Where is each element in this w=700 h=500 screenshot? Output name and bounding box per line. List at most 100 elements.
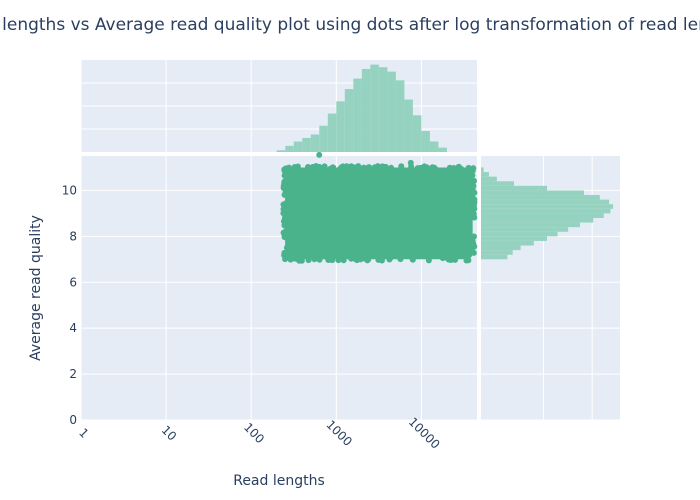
scatter-point [335,257,342,264]
x-histogram-bar [276,150,286,152]
y-histogram-bar [481,236,548,241]
x-histogram-bar [344,89,354,152]
y-histogram-bar [481,199,610,205]
y-axis-label: Average read quality [28,215,44,361]
x-histogram-bar [370,64,379,152]
scatter-point [288,254,295,261]
scatter-point [470,177,477,184]
scatter-point [465,257,472,264]
scatter-point [417,164,424,171]
scatter-point [409,256,416,263]
x-histogram-bar [361,68,371,152]
scatter-point [281,191,288,198]
y-histogram-bar [481,167,484,173]
x-histogram-bar [378,67,388,152]
y-histogram-bar [481,227,569,232]
x-histogram-bar [412,115,422,152]
y-histogram-bar [481,250,513,255]
scatter-point [397,256,404,263]
y-tick-label: 8 [69,229,77,243]
scatter-point [329,164,336,171]
x-histogram-bar [421,131,430,152]
scatter-point [283,244,290,251]
y-histogram-bar [481,231,558,237]
y-tick-label: 6 [69,275,77,289]
x-histogram-bar [387,71,396,152]
x-histogram-bar [336,101,345,152]
y-histogram-bar [481,195,600,200]
x-axis-label: Read lengths [233,473,325,489]
scatter-point [407,159,414,166]
scatter-point [444,254,451,261]
scatter-point [469,172,476,179]
y-histogram-bar [481,222,581,228]
x-histogram-bar [353,78,362,152]
scatter-point [352,165,359,172]
scatter-point [304,163,311,170]
scatter-point [284,165,291,172]
y-histogram-bar [481,213,604,218]
y-histogram-bar [481,181,515,186]
x-histogram-bar [395,80,405,152]
scatter-point [282,212,289,219]
y-histogram-bar [481,176,497,182]
y-tick-label: 4 [69,321,77,335]
x-histogram-bar [293,141,303,152]
scatter-point [292,192,299,199]
x-histogram-bar [438,147,447,152]
y-histogram-bar [481,172,489,177]
y-histogram-bar [481,254,508,260]
x-histogram-bar [285,145,294,152]
y-tick-label: 0 [69,413,77,427]
y-tick-label: 10 [62,183,77,197]
scatter-point [280,206,287,213]
x-histogram-bar [327,113,337,152]
y-tick-label: 2 [69,367,77,381]
scatter-point [282,200,289,207]
y-histogram-bar [481,208,611,214]
x-histogram-bar [302,138,311,152]
scatter-point [309,163,316,170]
scatter-point [329,257,336,264]
scatter-point [433,166,440,173]
scatter-point [471,196,478,203]
scatter-point [386,256,393,263]
scatter-point [353,257,360,264]
scatter-point [282,251,289,258]
y-histogram-bar [481,185,548,191]
chart-title: Read lengths vs Average read quality plo… [0,15,700,35]
y-axis-ticks: 0 2 4 6 8 10 [62,183,77,427]
scatter-point [452,173,459,180]
marginal-x-histogram [276,64,447,152]
scatter-point [340,257,347,264]
scatter-point [348,163,355,170]
marginal-y-histogram [481,167,614,260]
y-histogram-bar [481,217,594,223]
scatter-point [470,210,477,217]
scatter-point [282,228,289,235]
scatter-point [321,163,328,170]
scatter-point [469,237,476,244]
dense-point-cloud [285,167,473,260]
x-histogram-bar [404,99,413,152]
scatter-point [470,249,477,256]
scatter-point [340,163,347,170]
y-histogram-bar [481,240,534,246]
scatter-point [398,163,405,170]
scatter-point [388,164,395,171]
scatter-point [316,163,323,170]
scatter-point [280,182,287,189]
scatter-point [365,256,372,263]
scatter-point [316,151,323,158]
scatter-point [362,165,369,172]
y-histogram-bar [481,190,584,196]
scatter-point [471,205,478,212]
y-histogram-bar [481,245,521,251]
scatter-point [348,255,355,262]
scatter-point [379,163,386,170]
scatter-point [291,175,298,182]
scatter-point [454,164,461,171]
x-histogram-bar [429,141,439,152]
scatter-points [280,151,478,264]
